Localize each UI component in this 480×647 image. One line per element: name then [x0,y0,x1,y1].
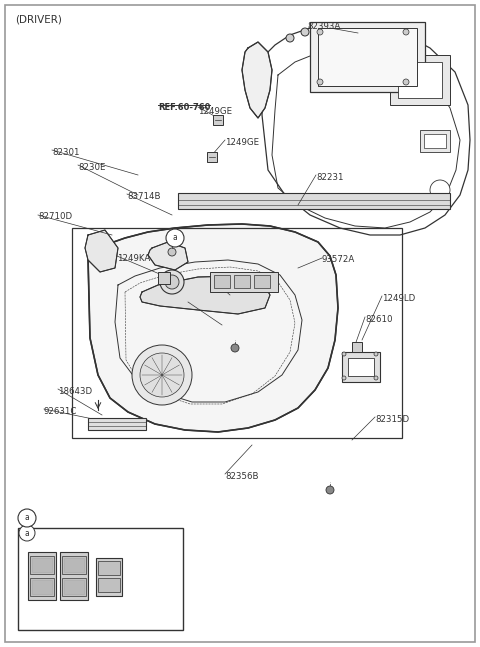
Bar [424,134,446,148]
Text: REF.60-760: REF.60-760 [158,103,210,112]
Bar [96,558,122,596]
Circle shape [374,376,378,380]
Circle shape [403,79,409,85]
Circle shape [374,352,378,356]
Bar [390,55,450,105]
Text: 82315D: 82315D [375,415,409,424]
Bar [88,418,146,430]
Circle shape [430,180,450,200]
Bar [30,556,54,574]
Bar [342,352,380,382]
Bar [213,115,223,125]
Bar [318,28,417,86]
Text: (DRIVER): (DRIVER) [15,15,62,25]
Bar [62,578,86,596]
Circle shape [317,79,323,85]
Text: 82393A: 82393A [307,22,340,31]
Bar [30,578,54,596]
Polygon shape [148,242,188,270]
Bar [32,580,52,594]
Text: a: a [24,529,29,538]
Bar [32,558,52,572]
Circle shape [140,353,184,397]
Text: 93572A: 93572A [322,255,355,264]
Bar [64,580,84,594]
Text: 82610: 82610 [365,315,393,324]
Bar [234,275,250,288]
Bar [398,62,442,98]
Text: 1249GE: 1249GE [225,138,259,147]
Text: 82710D: 82710D [38,212,72,221]
Bar [352,342,362,352]
Bar [178,193,450,209]
Polygon shape [140,276,270,314]
Text: 92631C: 92631C [44,407,77,416]
Bar [210,272,278,292]
Circle shape [342,352,346,356]
Circle shape [19,525,35,541]
Circle shape [286,34,294,42]
Bar [62,556,86,574]
Bar [158,272,170,284]
Bar [207,152,217,162]
Polygon shape [85,230,118,272]
Circle shape [326,486,334,494]
Text: 1249LD: 1249LD [382,294,415,303]
Text: 93530: 93530 [115,562,143,571]
Text: a: a [173,234,178,243]
Text: a: a [24,514,29,523]
Text: 83714B: 83714B [127,192,160,201]
Bar [98,578,120,592]
Circle shape [403,29,409,35]
Bar [72,228,402,438]
Circle shape [132,345,192,405]
Bar [254,275,270,288]
Circle shape [18,509,36,527]
Text: 82315B: 82315B [188,300,221,309]
Bar [28,552,56,600]
Text: 1249GE: 1249GE [198,107,232,116]
Circle shape [165,275,179,289]
Text: 8230E: 8230E [78,163,106,172]
Bar [214,275,230,288]
Text: 1249KA: 1249KA [117,254,150,263]
Bar [64,558,84,572]
Text: 82231: 82231 [316,173,344,182]
Circle shape [166,229,184,247]
Text: 82356B: 82356B [225,472,259,481]
Circle shape [231,344,239,352]
Bar [348,358,374,376]
Bar [60,552,88,600]
Polygon shape [242,42,272,118]
Text: 93570B: 93570B [35,543,68,552]
Circle shape [301,28,309,36]
Bar [18,528,183,630]
Polygon shape [88,224,338,432]
Circle shape [168,248,176,256]
Bar [420,130,450,152]
Circle shape [160,270,184,294]
Bar [310,22,425,92]
Text: 82731D: 82731D [212,277,246,286]
Text: 82301: 82301 [52,148,80,157]
Circle shape [342,376,346,380]
Text: 18643D: 18643D [58,387,92,396]
Circle shape [317,29,323,35]
Bar [98,561,120,575]
